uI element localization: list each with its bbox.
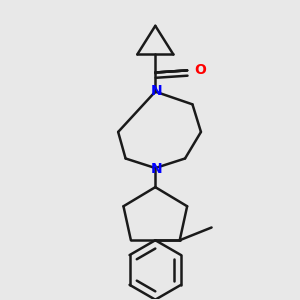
Text: N: N	[151, 162, 162, 176]
Text: N: N	[151, 84, 162, 98]
Text: O: O	[195, 63, 206, 77]
